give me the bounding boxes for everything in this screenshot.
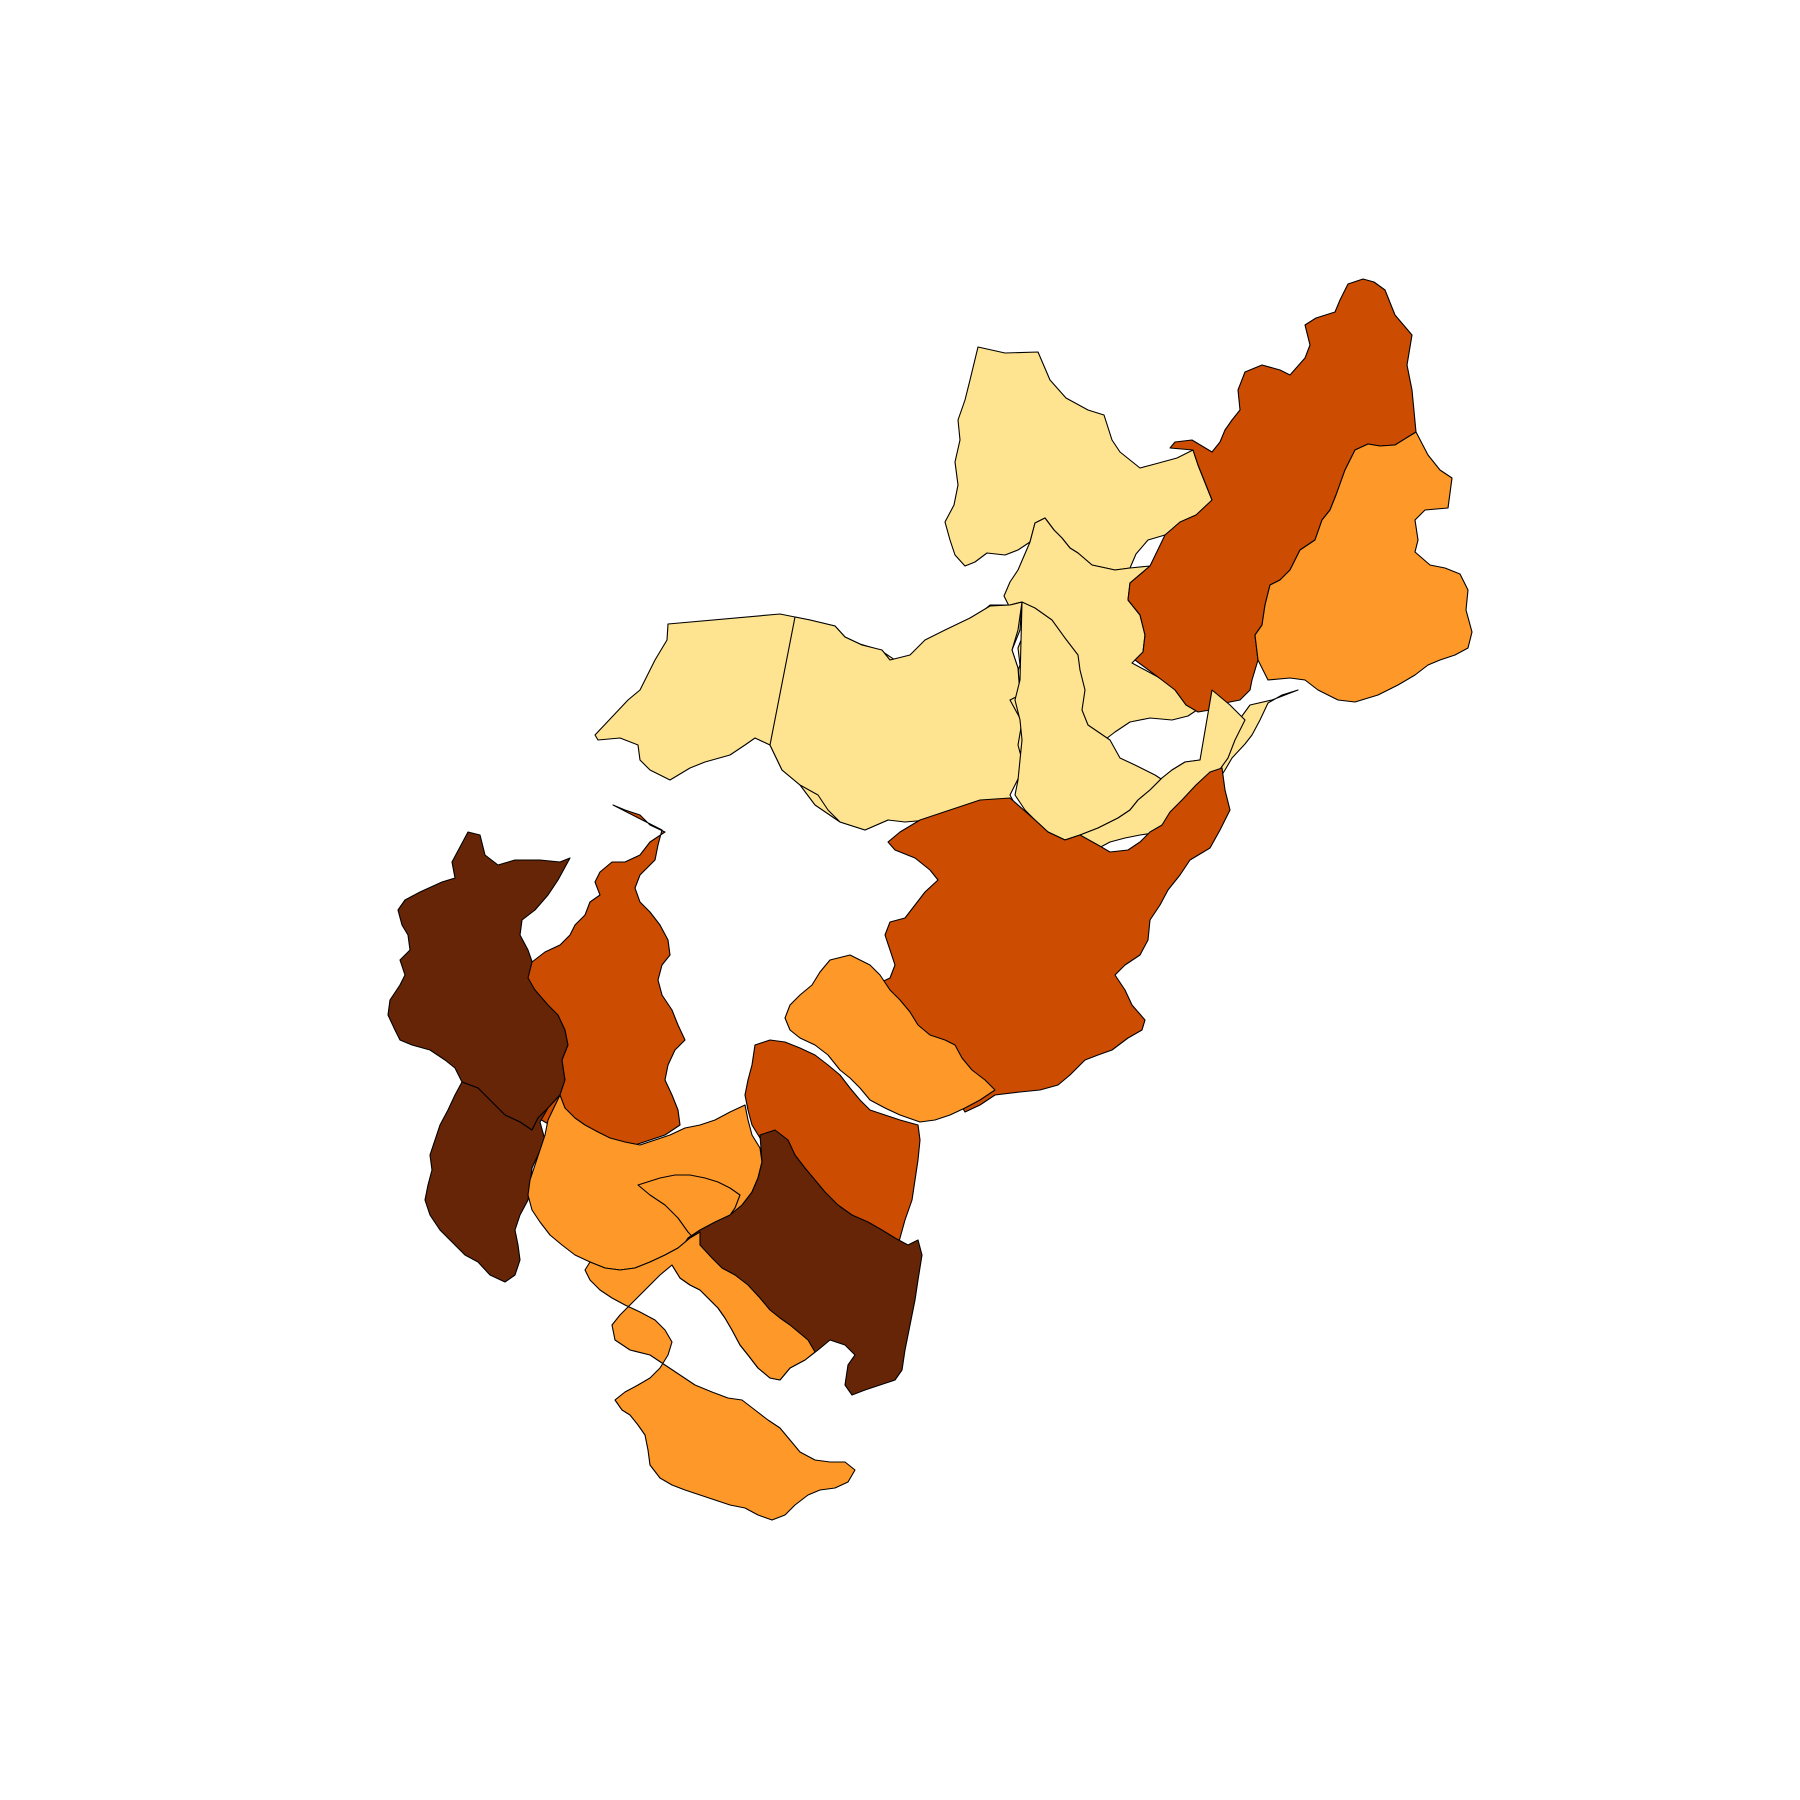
map-region-southwest-a[interactable] (424, 1081, 549, 1283)
map-regions (387, 278, 1473, 1521)
map-region-south-center-a[interactable] (784, 954, 996, 1123)
map-region-northeast-b[interactable] (1254, 431, 1473, 703)
map-region-south-b[interactable] (584, 1231, 856, 1521)
map-region-center-east[interactable] (859, 767, 1231, 1113)
map-region-center-a[interactable] (769, 601, 1026, 841)
map-region-center-north[interactable] (594, 613, 801, 781)
